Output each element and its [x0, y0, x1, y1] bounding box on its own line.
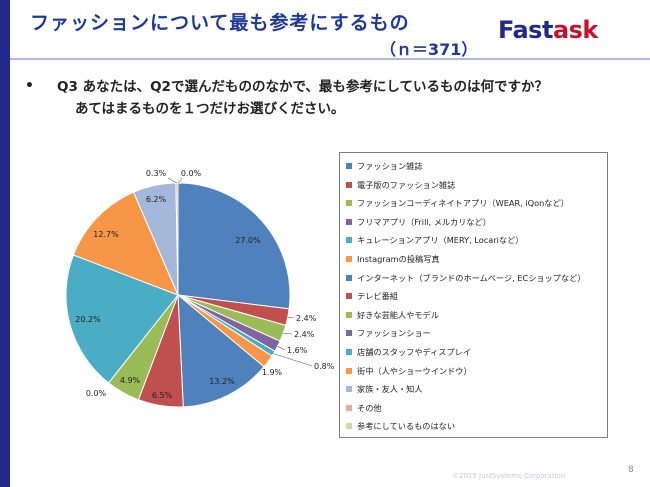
legend-item: 店舗のスタッフやディスプレイ	[346, 344, 471, 360]
legend-label: 街中（人やショーウインドウ）	[357, 365, 472, 376]
legend-label: 参考にしているものはない	[357, 421, 456, 432]
legend-swatch	[346, 256, 352, 262]
legend-label: 電子版のファッション雑誌	[357, 179, 456, 190]
legend-swatch	[346, 404, 352, 411]
legend-item: 電子版のファッション雑誌	[346, 177, 455, 193]
legend-label: テレビ番組	[357, 291, 398, 302]
data-label: 1.6%	[287, 346, 308, 355]
data-label: 20.2%	[75, 315, 101, 324]
data-label: 0.8%	[314, 362, 335, 371]
legend-item: ファッションショー	[346, 325, 431, 341]
legend-item: キュレーションアプリ（MERY, Locariなど）	[346, 232, 524, 248]
legend-label: その他	[357, 402, 382, 413]
data-label: 2.4%	[294, 330, 315, 339]
question-bullet: •	[25, 78, 34, 94]
data-label: 13.2%	[209, 377, 235, 386]
legend-label: 好きな芸能人やモデル	[357, 309, 439, 320]
legend-label: キュレーションアプリ（MERY, Locariなど）	[357, 235, 524, 246]
data-label: 0.0%	[181, 169, 202, 178]
legend-item: Instagramの投稿写真	[346, 251, 440, 267]
copyright-text: ©2015 JustSystems Corporation	[452, 472, 566, 480]
legend-swatch	[346, 274, 352, 281]
logo-accent-text: ask	[552, 16, 598, 44]
data-label: 27.0%	[235, 236, 261, 245]
label-leader-line	[283, 333, 293, 335]
legend-item: 街中（人やショーウインドウ）	[346, 363, 472, 379]
data-label: 6.5%	[152, 391, 173, 400]
label-leader-line	[167, 177, 178, 184]
legend-swatch	[346, 293, 352, 300]
question-line-2: あてはまるものを１つだけお選びください。	[75, 101, 345, 117]
data-label: 2.4%	[296, 314, 317, 323]
legend-swatch	[346, 367, 352, 374]
brand-logo: Fastask	[498, 16, 598, 44]
data-label: 1.9%	[262, 368, 283, 377]
legend-swatch	[346, 181, 352, 188]
legend-item: テレビ番組	[346, 288, 398, 304]
pie-slice	[177, 293, 265, 408]
legend-item: その他	[346, 400, 382, 416]
legend-swatch	[346, 237, 352, 244]
pie-slice	[175, 182, 179, 296]
legend-item: フリマアプリ（Frill, メルカリなど）	[346, 214, 491, 230]
data-label: 12.7%	[93, 230, 119, 239]
legend-swatch	[346, 311, 352, 318]
data-label: 0.0%	[86, 389, 107, 398]
legend-label: フリマアプリ（Frill, メルカリなど）	[357, 216, 491, 227]
chart-legend: ファッション雑誌電子版のファッション雑誌ファッションコーディネイトアプリ（WEA…	[339, 152, 608, 438]
legend-label: 家族・友人・知人	[357, 384, 423, 395]
legend-swatch	[346, 423, 352, 430]
legend-item: 家族・友人・知人	[346, 381, 423, 397]
left-accent-bar	[0, 0, 10, 487]
data-label: 6.2%	[146, 195, 167, 204]
legend-label: 店舗のスタッフやディスプレイ	[357, 347, 472, 357]
page-number: 8	[628, 465, 634, 475]
data-label: 4.9%	[120, 376, 141, 385]
sample-size: （ｎ＝371）	[380, 40, 478, 59]
legend-swatch	[346, 163, 352, 169]
question-text: Q3 あなたは、Q2で選んだもののなかで、最も参考にしているものは何ですか？ あ…	[57, 76, 548, 120]
page-title: ファッションについて最も参考にするもの	[30, 12, 410, 34]
legend-item: インターネット（ブランドのホームページ, ECショップなど）	[346, 270, 586, 286]
legend-item: ファッションコーディネイトアプリ（WEAR, iQonなど）	[346, 195, 569, 211]
legend-label: ファッションショー	[357, 328, 431, 339]
legend-item: 好きな芸能人やモデル	[346, 307, 439, 323]
legend-label: Instagramの投稿写真	[357, 254, 440, 264]
pie-slice	[177, 182, 291, 310]
question-line-1: Q3 あなたは、Q2で選んだもののなかで、最も参考にしているものは何ですか？	[57, 79, 548, 95]
legend-label: ファッション雑誌	[357, 161, 423, 171]
label-leader-line	[273, 353, 313, 367]
label-leader-line	[277, 346, 286, 351]
legend-swatch	[346, 349, 352, 355]
legend-swatch	[346, 386, 352, 393]
legend-swatch	[346, 330, 352, 337]
legend-swatch	[346, 218, 352, 225]
legend-item: ファッション雑誌	[346, 158, 423, 174]
legend-swatch	[346, 200, 352, 207]
legend-label: インターネット（ブランドのホームページ, ECショップなど）	[357, 272, 586, 283]
legend-item: 参考にしているものはない	[346, 418, 455, 434]
legend-label: ファッションコーディネイトアプリ（WEAR, iQonなど）	[357, 198, 569, 209]
label-leader-line	[177, 177, 183, 184]
logo-main-text: Fast	[498, 16, 553, 44]
pie-slice	[65, 254, 179, 384]
label-leader-line	[287, 316, 295, 319]
data-label: 0.3%	[146, 169, 167, 178]
pie-slice	[72, 191, 179, 296]
header-divider	[10, 58, 650, 60]
